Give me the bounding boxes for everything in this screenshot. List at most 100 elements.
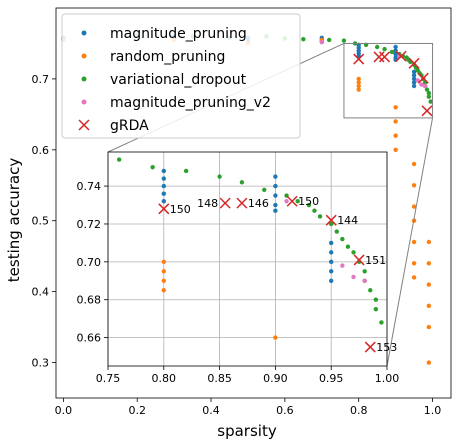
inset-variational-dropout-point bbox=[362, 269, 367, 274]
grda-marker bbox=[353, 53, 365, 65]
grda-annotation: 150 bbox=[170, 203, 191, 216]
random-pruning-point bbox=[393, 147, 398, 153]
grda-marker bbox=[395, 50, 407, 62]
legend-label: magnitude_pruning bbox=[110, 26, 247, 42]
random-pruning-point bbox=[411, 183, 417, 188]
inset-variational-dropout-point bbox=[312, 208, 317, 213]
inset-x-tick-label: 0.95 bbox=[319, 372, 344, 385]
legend-marker bbox=[81, 30, 87, 36]
inset-variational-dropout-point bbox=[329, 221, 334, 227]
grda-marker bbox=[417, 72, 429, 84]
random-pruning-point bbox=[426, 239, 432, 245]
inset-variational-dropout-point bbox=[217, 174, 222, 179]
legend: magnitude_pruning random_pruning variation… bbox=[61, 13, 301, 139]
inset-magnitude-pruning-point bbox=[329, 259, 334, 265]
legend-item: magnitude_pruning_v2 bbox=[81, 95, 271, 111]
legend-box bbox=[61, 13, 301, 139]
inset-random-pruning-point bbox=[161, 278, 166, 283]
variational-dropout-point bbox=[428, 99, 433, 104]
x-tick-label: 0.6 bbox=[276, 404, 294, 417]
inset-variational-dropout-point bbox=[183, 168, 189, 174]
variational-dropout-point bbox=[382, 46, 387, 52]
inset-variational-dropout-point bbox=[340, 236, 345, 242]
inset-variational-dropout-point bbox=[306, 202, 312, 208]
grda-annotation: 151 bbox=[365, 254, 386, 267]
random-pruning-point bbox=[426, 282, 432, 287]
inset-magnitude-pruning-v2-point bbox=[351, 274, 356, 280]
inset-magnitude-pruning-point bbox=[273, 208, 278, 213]
inset-points bbox=[116, 157, 384, 353]
legend-marker bbox=[81, 76, 87, 82]
inset-frame bbox=[107, 151, 388, 367]
inset-variational-dropout-point bbox=[373, 297, 379, 302]
variational-dropout-point bbox=[389, 49, 395, 55]
grda-annotation: 146 bbox=[248, 197, 269, 210]
x-tick-label: 1.0 bbox=[424, 404, 442, 417]
grda-marker bbox=[421, 105, 433, 117]
inset-variational-dropout-point bbox=[262, 187, 267, 193]
x-axis-label: sparsity bbox=[217, 422, 277, 440]
y-tick-label: 0.7 bbox=[32, 73, 50, 86]
variational-dropout-point bbox=[426, 90, 432, 96]
inset-magnitude-pruning-point bbox=[161, 176, 166, 181]
random-pruning-point bbox=[411, 261, 417, 266]
inset-variational-dropout-point bbox=[334, 229, 339, 234]
inset-grda-marker bbox=[353, 254, 365, 266]
inset-magnitude-pruning-point bbox=[329, 269, 334, 274]
legend-label: magnitude_pruning_v2 bbox=[110, 95, 271, 111]
inset-variational-dropout-point bbox=[345, 244, 351, 249]
inset-variational-dropout-point bbox=[239, 180, 245, 185]
legend-label: variational_dropout bbox=[110, 72, 247, 88]
inset-grda-marker bbox=[286, 195, 298, 207]
inset-grda-marker bbox=[219, 197, 231, 209]
magnitude-pruning-v2-point bbox=[422, 83, 428, 89]
inset-magnitude-pruning-point bbox=[329, 278, 334, 283]
plot-frame bbox=[55, 7, 452, 399]
grda-marker bbox=[408, 57, 420, 69]
legend-marker bbox=[81, 99, 87, 105]
y-tick-label: 0.5 bbox=[32, 215, 50, 228]
inset-magnitude-pruning-point bbox=[329, 250, 334, 255]
inset-background bbox=[108, 152, 387, 366]
random-pruning-point bbox=[356, 80, 361, 85]
random-pruning-point bbox=[426, 360, 432, 365]
variational-dropout-point bbox=[426, 94, 432, 99]
magnitude-pruning-point bbox=[393, 51, 398, 57]
inset-random-pruning-point bbox=[273, 335, 278, 340]
zoom-box bbox=[343, 42, 434, 119]
grda-marker bbox=[379, 51, 391, 63]
random-pruning-point bbox=[411, 275, 417, 280]
grda-annotation: 148 bbox=[197, 197, 218, 210]
inset-variational-dropout-point bbox=[373, 306, 379, 312]
main-plot: 0.0 0.2 0.4 0.6 0.8 1.0 0.3 0.4 0.5 0.6 0.7 bbox=[32, 7, 452, 417]
inset-magnitude-pruning-point bbox=[161, 199, 166, 204]
random-pruning-point bbox=[411, 239, 417, 245]
inset-x-tick-label: 1.00 bbox=[375, 372, 400, 385]
magnitude-pruning-point bbox=[411, 69, 417, 75]
random-pruning-point bbox=[426, 303, 432, 309]
variational-dropout-point bbox=[326, 37, 332, 43]
grda-annotation: 150 bbox=[298, 195, 319, 208]
inset-y-tick-label: 0.70 bbox=[77, 256, 102, 269]
inset-grda-marker bbox=[364, 341, 376, 353]
inset-variational-dropout-point bbox=[317, 214, 323, 219]
x-tick-label: 0.2 bbox=[128, 404, 146, 417]
inset-x-tick-label: 0.80 bbox=[152, 372, 177, 385]
inset-variational-dropout-point bbox=[379, 320, 384, 325]
inset-random-pruning-point bbox=[161, 269, 166, 274]
inset-magnitude-pruning-point bbox=[273, 174, 278, 179]
inset-magnitude-pruning-point bbox=[273, 202, 278, 208]
legend-label: gRDA bbox=[110, 118, 149, 134]
magnitude-pruning-point bbox=[411, 80, 417, 85]
inset-variational-dropout-point bbox=[295, 199, 300, 204]
inset-x-tick-label: 0.90 bbox=[263, 372, 288, 385]
random-pruning-point bbox=[393, 133, 398, 138]
magnitude-pruning-v2-point bbox=[319, 39, 324, 45]
inset-x-tick-label: 0.85 bbox=[207, 372, 232, 385]
inset-random-pruning-point bbox=[161, 288, 166, 293]
inset-variational-dropout-point bbox=[150, 164, 155, 170]
legend-marker bbox=[81, 53, 87, 59]
inset-y-tick-label: 0.72 bbox=[77, 218, 102, 231]
